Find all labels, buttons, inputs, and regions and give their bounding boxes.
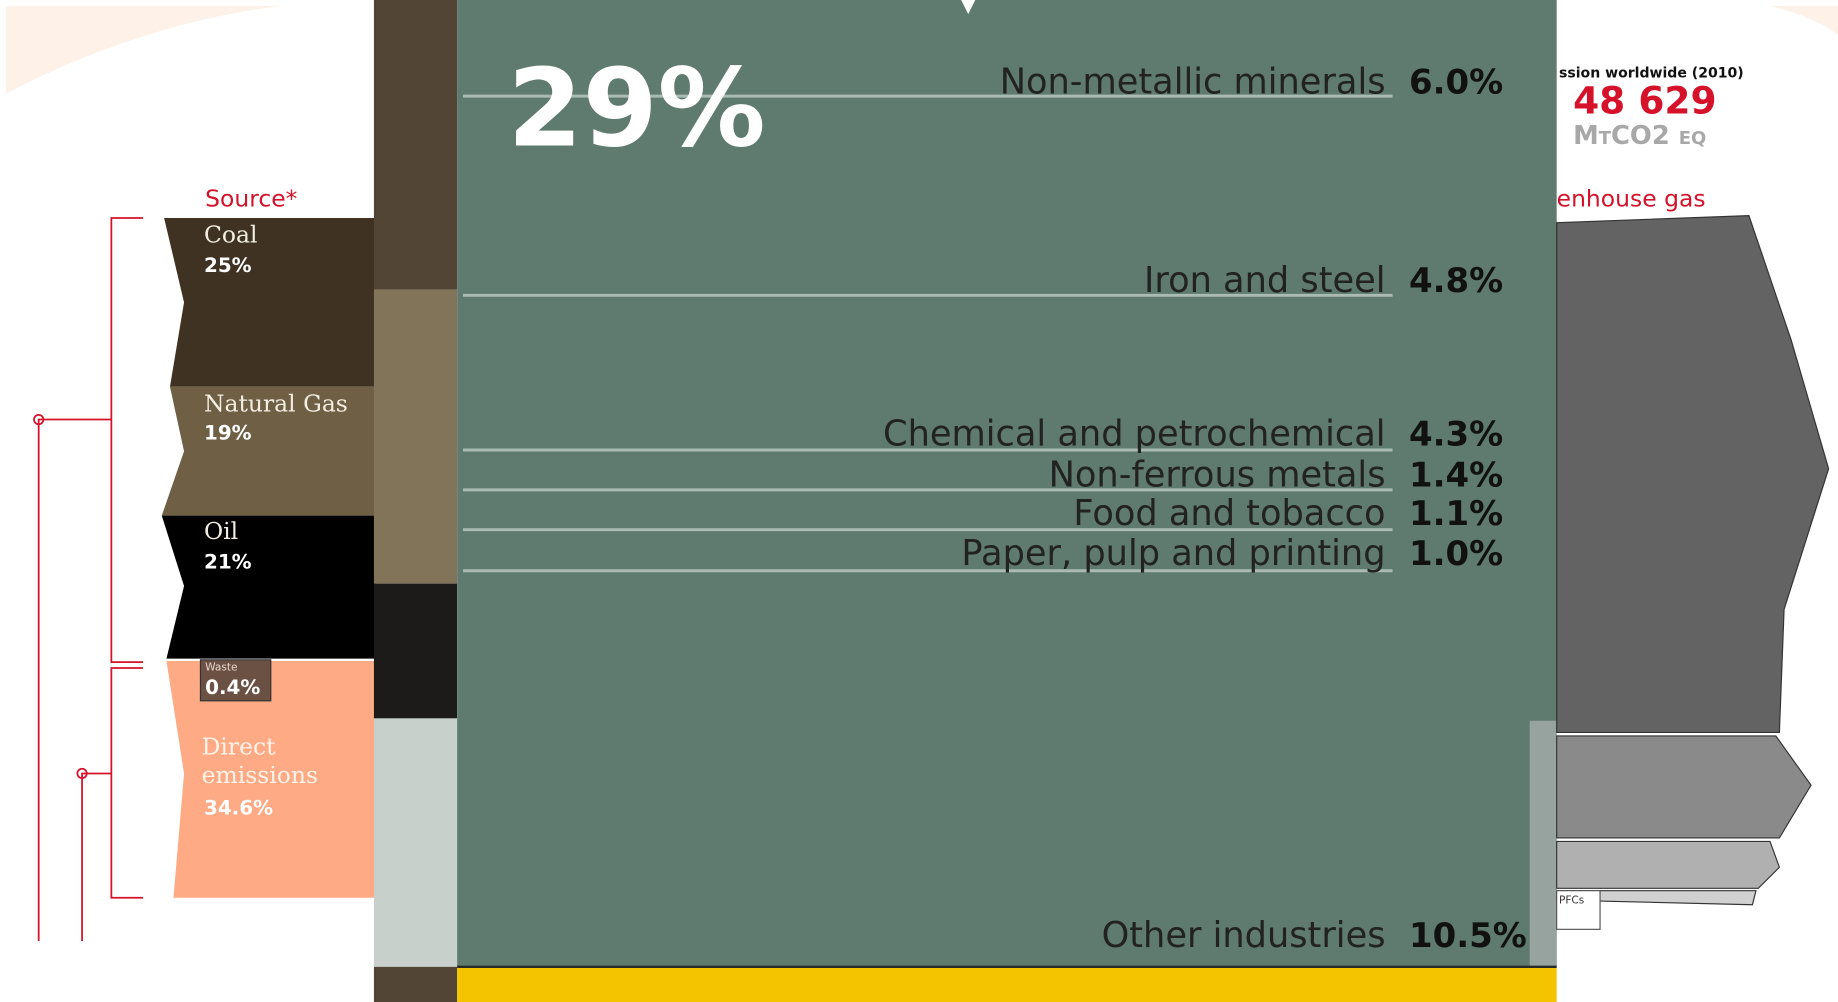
source-label: Waste [205,661,237,673]
source-label: Coal [204,221,258,249]
sector-name: Food and tobacco [1073,493,1385,534]
sector-value: 4.8% [1409,261,1503,301]
sector-value: 1.0% [1409,534,1503,574]
source-label: Oil [204,517,238,545]
gas-label: PFCs [1559,895,1584,907]
sector-name: Non-metallic minerals [1000,62,1386,103]
strip [373,966,458,1002]
decor [961,0,976,15]
strip [373,583,458,719]
yellow-band [457,966,1557,1002]
strip [373,718,458,967]
bracket [37,217,144,942]
gas-band [1556,735,1812,839]
sector-name: Chemical and petrochemical [883,413,1385,454]
gas-band [1556,215,1830,734]
strip [1529,720,1557,967]
gas-title: enhouse gas [1557,184,1706,212]
totals-unit: MtCO2 eq [1573,121,1706,151]
bracket [81,667,144,942]
source-value: 0.4% [205,676,260,699]
sector-value: 1.1% [1409,494,1503,534]
sector-value: 4.3% [1409,414,1503,454]
bracket-dot [33,413,45,426]
industry-share: 29% [508,46,766,171]
source-value: 21% [204,550,252,573]
source-title: Source* [205,184,298,212]
sector-name: Other industries [1102,915,1386,956]
pfc-box [1556,890,1601,930]
sector-name: Iron and steel [1144,260,1385,301]
oil-band [161,515,376,659]
waste-box [199,659,272,702]
source-label: Direct emissions [201,732,319,789]
coal-band [164,217,376,387]
sector-value: 10.5% [1409,916,1527,956]
source-label-wrap: Direct emissions [201,732,319,789]
decor [5,5,282,94]
source-value: 34.6% [204,796,273,819]
bracket-dot [76,767,88,780]
totals-caption: ssion worldwide (2010) [1559,65,1744,81]
direct-band [166,660,376,898]
strip [373,0,458,290]
source-value: 25% [204,254,252,277]
sector-value: 1.4% [1409,455,1503,495]
sector-name: Paper, pulp and printing [961,533,1385,574]
industry-panel [457,0,1557,967]
source-label: Natural Gas [204,389,348,417]
gas-band [161,386,376,516]
totals-value: 48 629 [1573,79,1717,123]
decor [1770,5,1838,36]
sector-name: Non-ferrous metals [1049,454,1386,495]
gas-band [1556,840,1781,889]
sector-value: 6.0% [1409,63,1503,103]
sectors: Non-metallic minerals 6.0% Iron and steel 4… [883,62,1527,956]
strip [373,289,458,584]
source-value: 19% [204,421,252,444]
